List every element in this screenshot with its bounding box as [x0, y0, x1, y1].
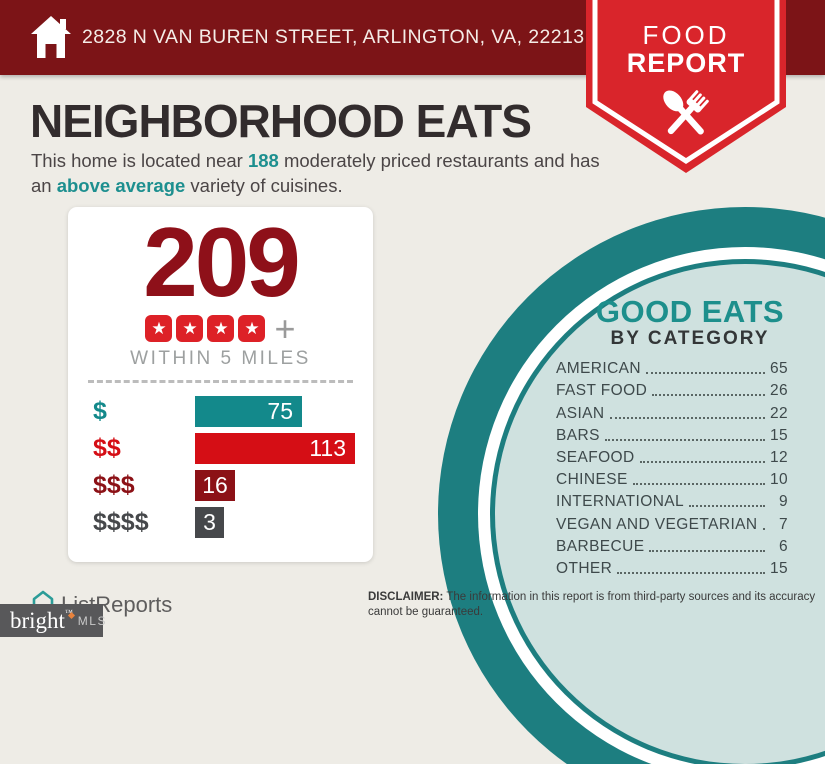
- price-bar-2: 16: [195, 470, 235, 501]
- restaurant-stats-card: 209 ★ ★ ★ ★ + WITHIN 5 MILES $ 75 $$ 113…: [68, 207, 373, 562]
- disclaimer-label: DISCLAIMER:: [368, 591, 444, 603]
- disclaimer-body: The information in this report is from t…: [368, 591, 816, 618]
- restaurant-count: 188: [247, 150, 279, 171]
- trademark-symbol: ™: [64, 607, 73, 617]
- total-restaurants: 209: [143, 207, 301, 317]
- category-row: BARS 15: [556, 423, 788, 445]
- intro-post: variety of cuisines.: [185, 175, 343, 197]
- star-icon: ★: [145, 315, 173, 342]
- price-bar-label-0: $: [93, 397, 107, 425]
- category-row: INTERNATIONAL 9: [556, 489, 788, 511]
- price-bar-1: 113: [195, 433, 355, 464]
- star-icon: ★: [238, 315, 266, 342]
- price-row: $ 75: [93, 393, 373, 430]
- category-label: VEGAN AND VEGETARIAN: [556, 515, 758, 533]
- category-value: 15: [769, 559, 788, 577]
- divider: [88, 380, 353, 383]
- disclaimer-text: DISCLAIMER: The information in this repo…: [368, 590, 820, 620]
- bright-wordmark: bright™: [10, 607, 75, 634]
- crossed-spoon-fork-icon: [646, 82, 726, 157]
- category-label: FAST FOOD: [556, 382, 648, 400]
- dotted-leader: [632, 483, 765, 486]
- category-row: OTHER 15: [556, 556, 788, 578]
- star-icon: ★: [207, 315, 235, 342]
- category-label: INTERNATIONAL: [556, 493, 685, 511]
- price-bar-label-2: $$$: [93, 471, 135, 499]
- property-address: 2828 N VAN BUREN STREET, ARLINGTON, VA, …: [82, 26, 585, 48]
- category-value: 65: [769, 360, 788, 378]
- category-label: SEAFOOD: [556, 448, 635, 466]
- category-label: BARBECUE: [556, 537, 645, 555]
- category-value: 6: [778, 537, 788, 555]
- house-outline-icon: [30, 589, 56, 621]
- good-eats-subtitle: BY CATEGORY: [610, 328, 770, 349]
- price-bar-3: 3: [195, 507, 224, 538]
- dotted-leader: [689, 505, 765, 508]
- category-value: 15: [769, 426, 788, 444]
- price-row: $$ 113: [93, 430, 373, 467]
- category-label: CHINESE: [556, 471, 628, 489]
- price-row: $$$ 16: [93, 467, 373, 504]
- radius-note: WITHIN 5 MILES: [130, 348, 311, 369]
- category-value: 26: [769, 382, 788, 400]
- good-eats-title: GOOD EATS: [595, 294, 785, 329]
- dotted-leader: [609, 416, 765, 419]
- category-value: 7: [778, 515, 788, 533]
- dotted-leader: [762, 527, 765, 530]
- bright-mls-logo: bright™ MLS: [0, 604, 105, 637]
- price-row: $$$$ 3: [93, 504, 373, 541]
- category-label: ASIAN: [556, 404, 605, 422]
- category-row: SEAFOOD 12: [556, 445, 788, 467]
- dotted-leader: [652, 394, 765, 397]
- dotted-leader: [617, 571, 765, 574]
- intro-text: This home is located near 188 moderately…: [31, 148, 606, 198]
- rating-stars: ★ ★ ★ ★ +: [68, 308, 373, 349]
- category-value: 9: [778, 493, 788, 511]
- category-row: ASIAN 22: [556, 400, 788, 422]
- star-icon: ★: [176, 315, 204, 342]
- intro-mid: moderately priced restaurants and has an: [31, 150, 600, 197]
- page-title: NEIGHBORHOOD EATS: [30, 95, 532, 147]
- intro-pre: This home is located near: [31, 150, 248, 171]
- badge-line2: REPORT: [626, 48, 746, 78]
- price-bar-chart: $ 75 $$ 113 $$$ 16 $$$$ 3: [68, 393, 373, 541]
- category-value: 10: [769, 471, 788, 489]
- category-row: CHINESE 10: [556, 467, 788, 489]
- mls-suffix: MLS: [77, 613, 107, 628]
- dotted-leader: [649, 549, 765, 552]
- category-row: FAST FOOD 26: [556, 378, 788, 400]
- price-bar-0: 75: [195, 396, 302, 427]
- category-row: VEGAN AND VEGETARIAN 7: [556, 511, 788, 533]
- category-label: AMERICAN: [556, 360, 642, 378]
- food-report-badge: FOOD REPORT: [586, 0, 786, 175]
- house-icon: [28, 13, 74, 66]
- price-bar-label-3: $$$$: [93, 508, 149, 536]
- category-row: BARBECUE 6: [556, 534, 788, 556]
- price-bar-label-1: $$: [93, 434, 121, 462]
- category-value: 12: [769, 448, 788, 466]
- variety-highlight: above average: [56, 175, 186, 197]
- dotted-leader: [639, 460, 765, 463]
- category-label: OTHER: [556, 559, 613, 577]
- plus-icon: +: [274, 308, 296, 349]
- category-label: BARS: [556, 426, 600, 444]
- dotted-leader: [646, 372, 765, 375]
- dotted-leader: [604, 438, 765, 441]
- category-list: AMERICAN 65 FAST FOOD 26 ASIAN 22 BARS 15 SE…: [556, 356, 788, 578]
- category-value: 22: [769, 404, 788, 422]
- category-row: AMERICAN 65: [556, 356, 788, 378]
- badge-line1: FOOD: [642, 20, 730, 50]
